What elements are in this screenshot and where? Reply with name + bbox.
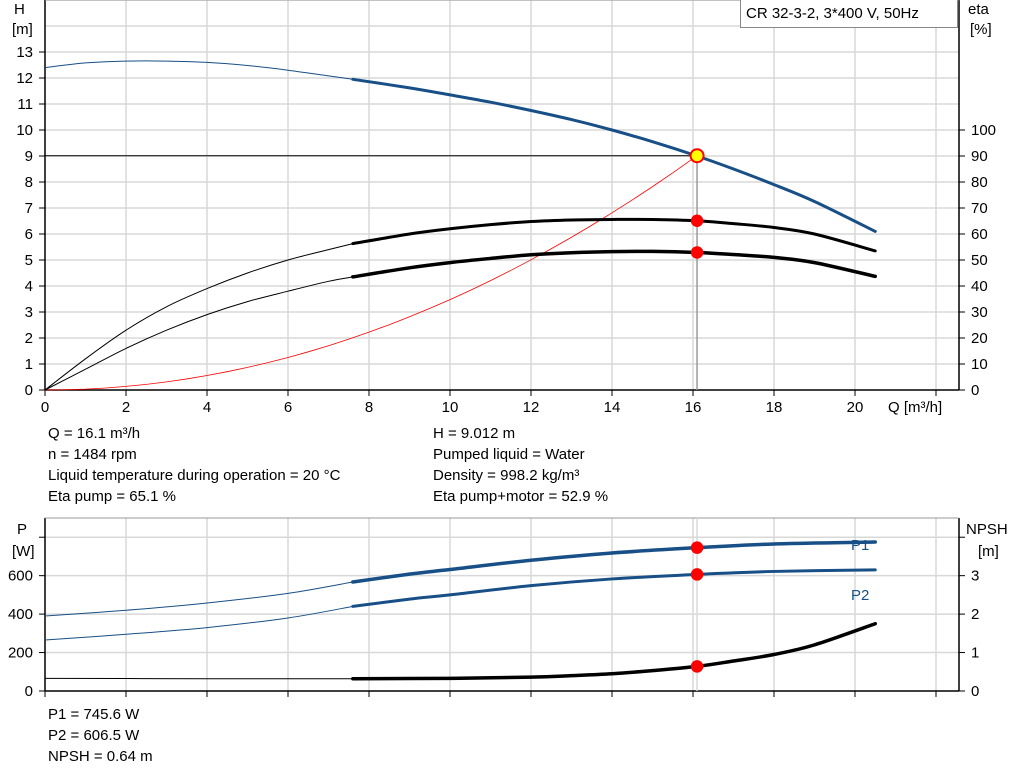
y-axis-label-left-unit: [W] bbox=[12, 543, 35, 560]
operating-point-marker bbox=[689, 148, 705, 164]
npsh-line bbox=[351, 621, 877, 681]
x-tick-label: 2 bbox=[122, 399, 130, 416]
x-tick-label: 14 bbox=[604, 399, 621, 416]
info-q: Q = 16.1 m³/h bbox=[48, 425, 141, 442]
y-tick-label-right: 10 bbox=[971, 356, 988, 373]
x-tick-label: 4 bbox=[203, 399, 211, 416]
x-tick-label: 20 bbox=[847, 399, 864, 416]
y-tick-label-left: 400 bbox=[8, 606, 33, 623]
x-tick-label: 0 bbox=[41, 399, 49, 416]
y-tick-label-left: 3 bbox=[25, 304, 33, 321]
npsh-marker bbox=[690, 660, 704, 673]
p2-series-label: P2 bbox=[851, 587, 869, 604]
y-tick-label-right: 40 bbox=[971, 278, 988, 295]
info-density: Density = 998.2 kg/m³ bbox=[433, 467, 580, 484]
y-tick-label-right: 100 bbox=[971, 122, 996, 139]
y-tick-label-right: 60 bbox=[971, 226, 988, 243]
y-tick-label-left: 10 bbox=[16, 122, 33, 139]
p2-line-thin bbox=[44, 605, 353, 641]
p1-line bbox=[351, 540, 877, 584]
x-tick-label: 12 bbox=[523, 399, 540, 416]
y-tick-label-left: 6 bbox=[25, 226, 33, 243]
y-axis-label-right: eta bbox=[968, 1, 990, 18]
y-tick-label-left: 12 bbox=[16, 70, 33, 87]
info-npsh: NPSH = 0.64 m bbox=[48, 748, 153, 765]
x-tick-label: 10 bbox=[442, 399, 459, 416]
y-tick-label-left: 600 bbox=[8, 568, 33, 585]
y-tick-label-left: 200 bbox=[8, 645, 33, 662]
eta-pump-marker bbox=[690, 214, 704, 227]
y-tick-label-left: 1 bbox=[25, 356, 33, 373]
info-bottom: P1 = 745.6 W P2 = 606.5 W NPSH = 0.64 m bbox=[48, 704, 153, 767]
info-top-left: Q = 16.1 m³/h n = 1484 rpm Liquid temper… bbox=[48, 423, 340, 507]
y-tick-label-left: 7 bbox=[25, 200, 33, 217]
y-tick-label-left: 0 bbox=[25, 683, 33, 700]
y-tick-label-right: 0 bbox=[971, 683, 979, 700]
y-tick-label-right: 2 bbox=[971, 606, 979, 623]
eta-pump-motor-marker bbox=[690, 246, 704, 259]
y-axis-label-left-unit: [m] bbox=[12, 21, 33, 38]
x-tick-label: 16 bbox=[685, 399, 702, 416]
y-tick-label-left: 0 bbox=[25, 382, 33, 399]
info-n: n = 1484 rpm bbox=[48, 446, 137, 463]
h-line-thin bbox=[44, 60, 353, 80]
y-tick-label-right: 3 bbox=[971, 568, 979, 585]
y-axis-label-right-unit: [%] bbox=[970, 21, 992, 38]
info-eta-pump: Eta pump = 65.1 % bbox=[48, 488, 176, 505]
y-tick-label-left: 5 bbox=[25, 252, 33, 269]
y-tick-label-left: 13 bbox=[16, 44, 33, 61]
y-tick-label-right: 90 bbox=[971, 148, 988, 165]
info-liquid: Pumped liquid = Water bbox=[433, 446, 585, 463]
info-p1: P1 = 745.6 W bbox=[48, 706, 140, 723]
y-tick-label-right: 70 bbox=[971, 200, 988, 217]
eta-pump-line-thin bbox=[44, 243, 353, 391]
x-axis-label: Q [m³/h] bbox=[888, 399, 942, 416]
x-tick-label: 6 bbox=[284, 399, 292, 416]
y-tick-label-right: 20 bbox=[971, 330, 988, 347]
info-temp: Liquid temperature during operation = 20… bbox=[48, 467, 341, 484]
y-tick-label-left: 9 bbox=[25, 148, 33, 165]
eta-pump-line bbox=[351, 217, 877, 253]
p1-line-thin bbox=[44, 581, 353, 617]
y-axis-label-left: P bbox=[17, 521, 27, 538]
info-top-right: H = 9.012 m Pumped liquid = Water Densit… bbox=[433, 423, 608, 507]
y-axis-label-left: H bbox=[14, 1, 25, 18]
y-tick-label-left: 8 bbox=[25, 174, 33, 191]
x-tick-label: 8 bbox=[365, 399, 373, 416]
y-tick-label-right: 30 bbox=[971, 304, 988, 321]
y-tick-label-right: 0 bbox=[971, 382, 979, 399]
y-tick-label-right: 80 bbox=[971, 174, 988, 191]
p1-marker bbox=[690, 541, 704, 554]
legend-box: CR 32-3-2, 3*400 V, 50Hz bbox=[740, 0, 958, 28]
eta-pump-motor-line bbox=[351, 249, 877, 279]
eta-pump-motor-line-thin bbox=[44, 276, 353, 391]
y-tick-label-right: 1 bbox=[971, 645, 979, 662]
y-tick-label-left: 2 bbox=[25, 330, 33, 347]
y-tick-label-left: 11 bbox=[17, 96, 33, 113]
info-eta-pump-motor: Eta pump+motor = 52.9 % bbox=[433, 488, 609, 505]
p2-line bbox=[351, 568, 877, 608]
y-tick-label-left: 4 bbox=[25, 278, 33, 295]
y-axis-label-right-unit: [m] bbox=[978, 543, 999, 560]
p1-series-label: P1 bbox=[851, 537, 869, 554]
y-tick-label-right: 50 bbox=[971, 252, 988, 269]
p2-marker bbox=[690, 568, 704, 581]
x-tick-label: 18 bbox=[766, 399, 783, 416]
y-axis-label-right: NPSH bbox=[966, 521, 1008, 538]
info-h: H = 9.012 m bbox=[433, 425, 516, 442]
info-p2: P2 = 606.5 W bbox=[48, 727, 140, 744]
h-line bbox=[351, 77, 877, 233]
